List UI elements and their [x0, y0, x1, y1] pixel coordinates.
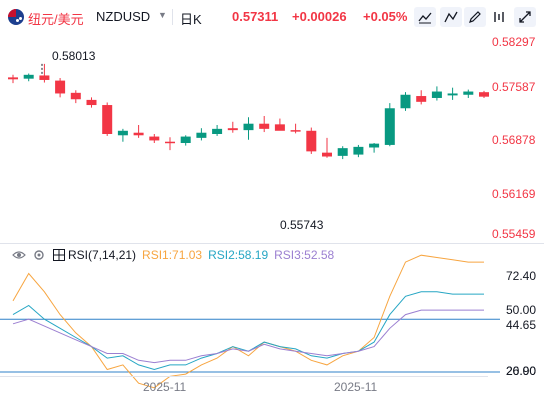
price-change: +0.00026 — [292, 9, 347, 24]
nz-flag-icon — [8, 9, 24, 25]
candle-body — [117, 130, 128, 136]
candle-body — [165, 141, 175, 144]
fullscreen-icon — [519, 11, 531, 23]
compare-button[interactable] — [488, 7, 510, 27]
gear-icon[interactable] — [32, 248, 46, 262]
price-tick-label: 0.56878 — [492, 133, 536, 147]
indicator-grid-icon — [53, 249, 65, 261]
rsi3-value: RSI3:52.58 — [274, 248, 335, 262]
last-price: 0.57311 — [232, 9, 279, 24]
line-chart-button[interactable] — [414, 7, 436, 27]
rsi-tick-label: 26.90 — [506, 364, 537, 378]
candle-body — [133, 132, 144, 136]
low-annotation: 0.55743 — [280, 218, 324, 232]
candle-body — [39, 75, 50, 80]
line-chart-icon — [418, 12, 432, 24]
candle-body — [227, 128, 238, 131]
interval-selector[interactable]: 日K — [180, 12, 202, 27]
candle-body — [447, 93, 458, 96]
indicators-button[interactable] — [440, 7, 462, 27]
candle-body — [431, 91, 442, 98]
rsi-legend: RSI(7,14,21) RSI1:71.03 RSI2:58.19 RSI3:… — [12, 247, 334, 263]
candle-body — [400, 94, 411, 109]
symbol-toolbar: 纽元/美元 NZDUSD ▼ 日K 0.57311 +0.00026 +0.05… — [0, 0, 544, 34]
pencil-icon — [469, 11, 481, 23]
draw-button[interactable] — [464, 7, 486, 27]
rsi1-line — [12, 254, 484, 389]
rsi2-line — [12, 291, 484, 371]
candle-body — [290, 130, 301, 132]
rsi-tick-label: 44.65 — [506, 318, 537, 332]
rsi3-line — [12, 309, 484, 364]
candle-body — [212, 128, 223, 134]
candle-body — [479, 92, 489, 97]
indicator-icon — [444, 11, 458, 23]
symbol-code[interactable]: NZDUSD — [96, 9, 151, 24]
divider — [172, 9, 173, 25]
candle-body — [463, 91, 474, 95]
symbol-name-cn[interactable]: 纽元/美元 — [28, 12, 84, 27]
price-tick-label: 0.55459 — [492, 227, 536, 241]
candle-body — [23, 74, 34, 79]
date-tick-label: 2025-11 — [143, 380, 187, 394]
pane-divider — [0, 243, 544, 244]
rsi-tick-label: 20.00 — [506, 364, 537, 378]
candle-body — [322, 152, 332, 157]
candle-body — [259, 123, 270, 129]
candle-body — [384, 108, 395, 145]
price-change-pct: +0.05% — [363, 9, 408, 24]
candle-body — [416, 96, 427, 102]
price-tick-label: 0.58297 — [492, 35, 536, 49]
high-annotation: 0.58013 — [52, 49, 96, 63]
rsi-tick-label: 50.00 — [506, 303, 537, 317]
rsi2-value: RSI2:58.19 — [208, 248, 269, 262]
rsi-name: RSI(7,14,21) — [68, 248, 137, 262]
candle-body — [70, 92, 81, 100]
candle-body — [196, 132, 207, 138]
price-tick-label: 0.56169 — [492, 187, 536, 201]
candle-body — [180, 136, 191, 144]
bars-icon — [494, 12, 504, 22]
candle-body — [102, 105, 113, 134]
eye-icon[interactable] — [12, 248, 26, 262]
rsi-tick-label: 72.40 — [506, 269, 537, 283]
candle-body — [306, 130, 317, 152]
time-axis-line — [0, 376, 488, 377]
price-tick-label: 0.57587 — [492, 80, 536, 94]
candle-body — [8, 77, 18, 80]
rsi1-value: RSI1:71.03 — [142, 248, 203, 262]
candle-body — [86, 99, 97, 106]
price-chart[interactable] — [0, 34, 544, 400]
fullscreen-button[interactable] — [514, 7, 536, 27]
candle-body — [243, 123, 254, 131]
candle-body — [353, 146, 364, 155]
candle-body — [274, 124, 285, 131]
candle-body — [337, 148, 348, 156]
date-tick-label: 2025-11 — [334, 380, 378, 394]
candle-body — [369, 143, 380, 148]
candle-body — [149, 136, 160, 141]
candle-body — [55, 80, 66, 94]
chevron-down-icon[interactable]: ▼ — [158, 10, 167, 20]
